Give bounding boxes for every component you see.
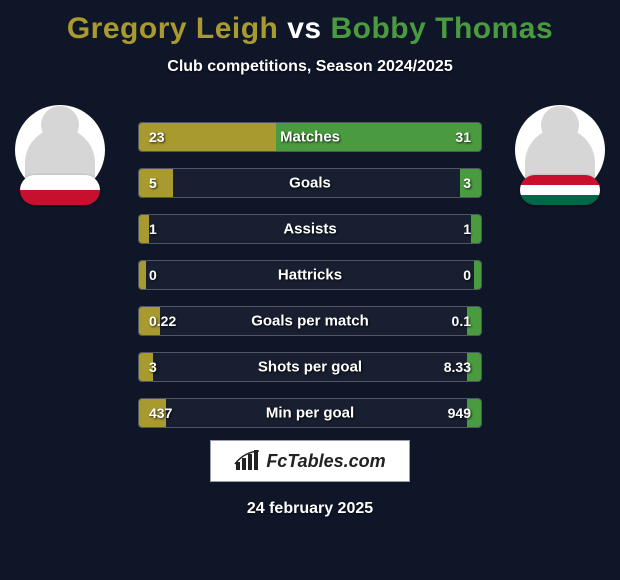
stat-row: 0.220.1Goals per match bbox=[138, 306, 482, 336]
date-label: 24 february 2025 bbox=[0, 500, 620, 518]
stat-label: Matches bbox=[139, 129, 481, 146]
stat-label: Goals bbox=[139, 175, 481, 192]
watermark: FcTables.com bbox=[210, 440, 410, 482]
stat-row: 38.33Shots per goal bbox=[138, 352, 482, 382]
stat-row: 00Hattricks bbox=[138, 260, 482, 290]
player2-flag bbox=[520, 175, 600, 205]
vs-label: vs bbox=[287, 12, 321, 45]
flag-stripe bbox=[20, 190, 100, 205]
player1-flag bbox=[20, 175, 100, 205]
player1-name: Gregory Leigh bbox=[67, 12, 279, 45]
stat-label: Min per goal bbox=[139, 405, 481, 422]
subtitle: Club competitions, Season 2024/2025 bbox=[0, 58, 620, 76]
stat-row: 53Goals bbox=[138, 168, 482, 198]
flag-stripe bbox=[520, 195, 600, 205]
barchart-icon bbox=[234, 450, 260, 472]
stat-label: Hattricks bbox=[139, 267, 481, 284]
player2-name: Bobby Thomas bbox=[330, 12, 553, 45]
stat-row: 11Assists bbox=[138, 214, 482, 244]
watermark-text: FcTables.com bbox=[266, 451, 385, 472]
flag-stripe bbox=[520, 185, 600, 195]
comparison-title: Gregory Leigh vs Bobby Thomas bbox=[0, 0, 620, 46]
stat-row: 2331Matches bbox=[138, 122, 482, 152]
stat-label: Shots per goal bbox=[139, 359, 481, 376]
stat-label: Assists bbox=[139, 221, 481, 238]
stat-row: 437949Min per goal bbox=[138, 398, 482, 428]
flag-stripe bbox=[20, 175, 100, 190]
comparison-bars: 2331Matches 53Goals 11Assists 00Hattricks 0.… bbox=[138, 122, 482, 444]
flag-stripe bbox=[520, 175, 600, 185]
stat-label: Goals per match bbox=[139, 313, 481, 330]
